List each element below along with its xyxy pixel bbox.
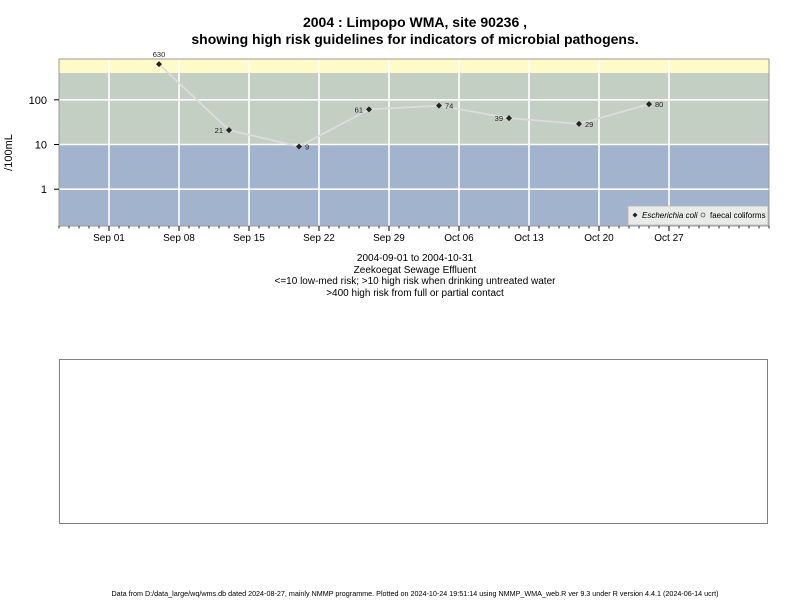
ecoli-point-label-2: 9 xyxy=(305,143,309,152)
y-tick-label-0: 1 xyxy=(41,184,47,196)
legend-ecoli-label: Escherichia coli xyxy=(642,211,698,220)
footer-note: Data from D:/data_large/wq/wms.db dated … xyxy=(111,589,719,598)
risk-guideline-caption-1: <=10 low-med risk; >10 high risk when dr… xyxy=(274,276,556,287)
ecoli-point-4 xyxy=(436,102,442,109)
chart-title-line-1: 2004 : Limpopo WMA, site 90236 , xyxy=(302,14,528,30)
ecoli-point-label-5: 39 xyxy=(495,114,503,123)
ecoli-point-7 xyxy=(646,101,652,108)
x-tick-label-7: Oct 20 xyxy=(584,233,614,244)
ecoli-point-5 xyxy=(506,115,512,122)
ecoli-point-label-0: 630 xyxy=(153,50,166,59)
x-tick-label-4: Sep 29 xyxy=(373,233,405,244)
microbial-chart: 1 10 100 Sep 01 Sep 08 Sep 15 Sep 22 Sep 29 Oct … xyxy=(3,50,770,244)
ecoli-point-label-3: 61 xyxy=(355,105,363,114)
legend-faecal-marker xyxy=(700,212,706,218)
x-tick-label-3: Sep 22 xyxy=(303,233,335,244)
ecoli-point-3 xyxy=(366,106,372,113)
y-tick-label-2: 100 xyxy=(29,95,47,107)
risk-guideline-caption-2: >400 high risk from full or partial cont… xyxy=(326,287,504,299)
x-tick-label-0: Sep 01 xyxy=(93,233,125,244)
ecoli-point-label-4: 74 xyxy=(445,102,453,111)
chart-legend xyxy=(627,205,769,226)
legend-faecal-label: faecal coliforms xyxy=(710,211,766,220)
y-axis-label: /100mL xyxy=(3,134,15,171)
chart-title-line-2: showing high risk guidelines for indicat… xyxy=(191,31,639,47)
ecoli-point-label-1: 21 xyxy=(215,126,223,135)
ecoli-point-2 xyxy=(296,143,302,150)
ecoli-point-label-6: 29 xyxy=(585,120,593,129)
risk-band-1 xyxy=(59,72,769,145)
x-tick-label-6: Oct 13 xyxy=(514,233,544,244)
ecoli-point-1 xyxy=(226,127,232,134)
x-tick-label-5: Oct 06 xyxy=(444,233,474,244)
ecoli-point-label-7: 80 xyxy=(655,100,663,109)
date-range-caption: 2004-09-01 to 2004-10-31 xyxy=(356,253,474,264)
legend-ecoli-marker xyxy=(632,212,638,218)
ecoli-point-0 xyxy=(156,61,162,68)
ecoli-series-line xyxy=(158,63,650,148)
ecoli-point-6 xyxy=(576,120,582,127)
site-name-caption: Zeekoegat Sewage Effluent xyxy=(353,264,477,276)
empty-plot-panel xyxy=(59,359,768,524)
risk-band-2 xyxy=(59,59,769,73)
x-tick-label-2: Sep 15 xyxy=(233,233,265,244)
plot-frame xyxy=(58,58,770,227)
y-tick-label-1: 10 xyxy=(35,140,47,152)
x-tick-label-1: Sep 08 xyxy=(163,233,195,244)
x-tick-label-8: Oct 27 xyxy=(654,233,684,244)
